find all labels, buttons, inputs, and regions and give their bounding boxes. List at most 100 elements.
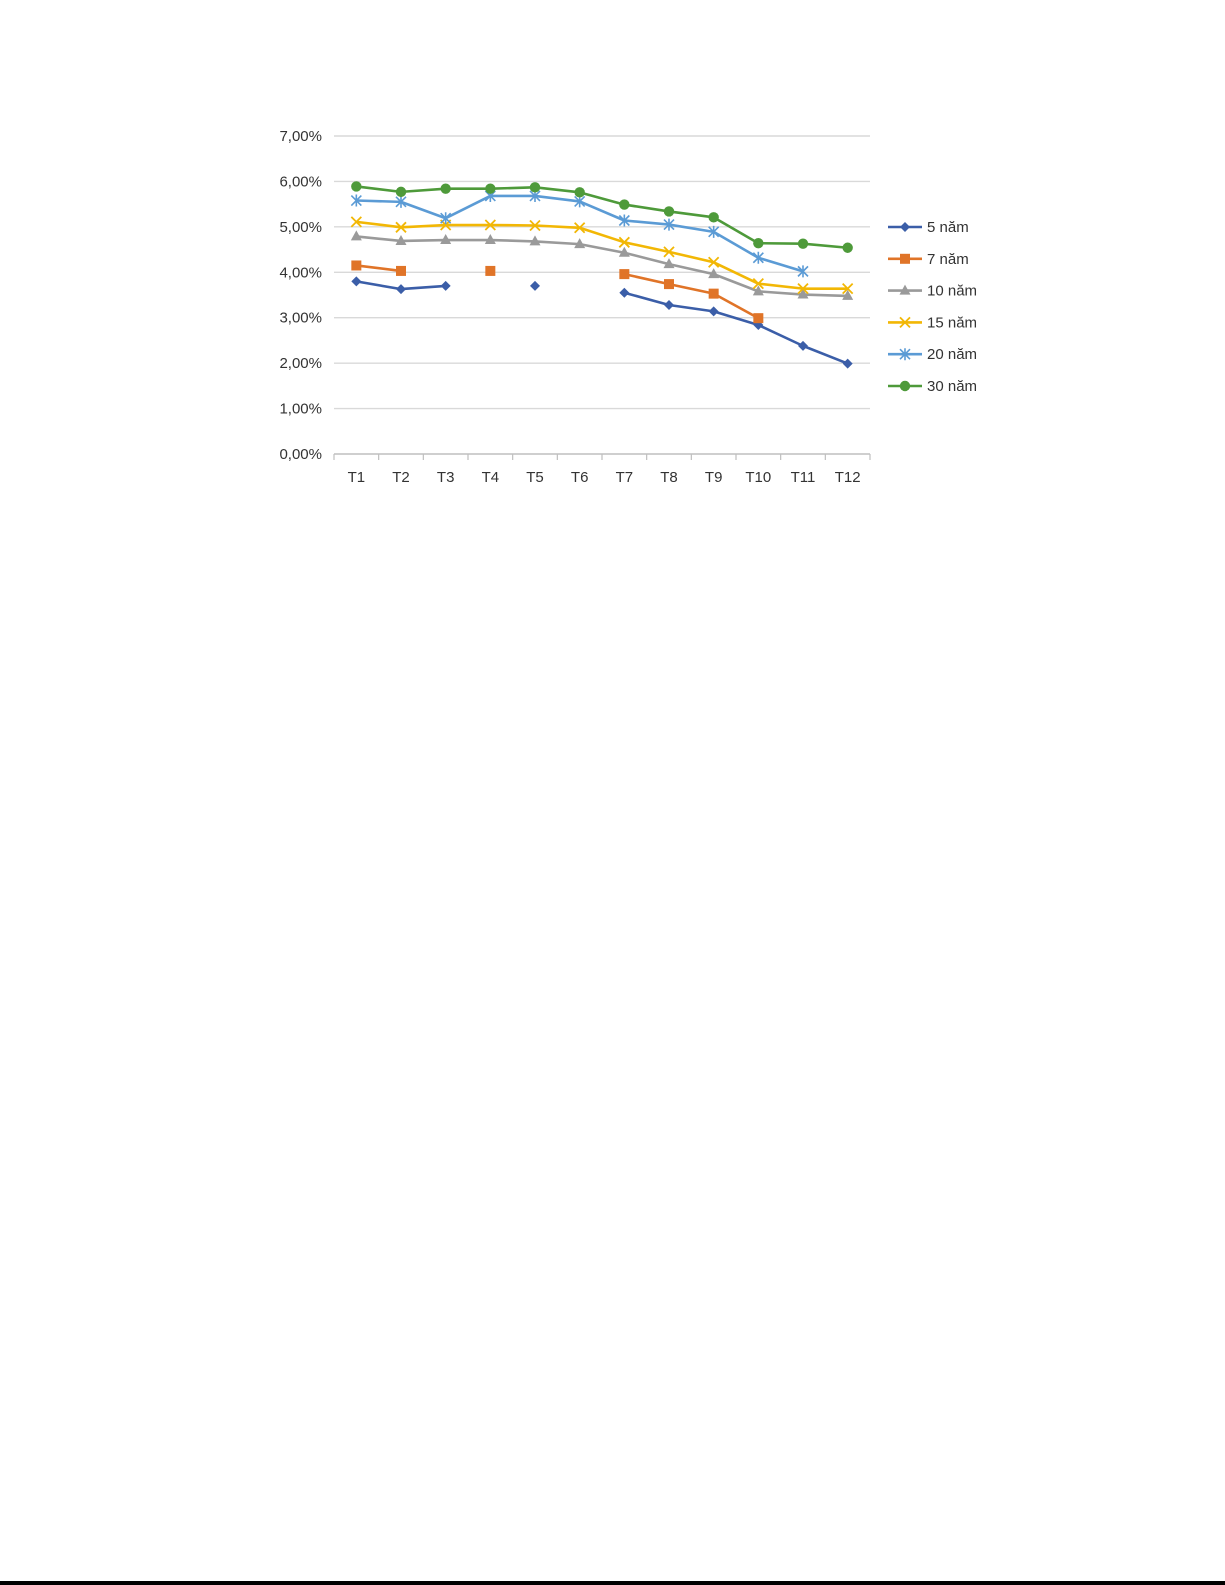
data-point [797,288,809,299]
series-line [356,185,848,250]
data-point [842,358,853,369]
series-line [623,291,849,365]
data-point [396,284,406,295]
legend-label: 20 năm [927,346,977,363]
series-line [356,264,402,273]
data-point [350,194,362,207]
legend-label: 10 năm [927,283,977,300]
data-point [440,280,451,291]
y-tick-label: 3,00% [279,310,322,327]
x-tick-label: T12 [835,469,861,486]
legend-swatch-marker [900,253,910,264]
data-point [752,278,764,290]
x-tick-label: T11 [791,469,816,486]
data-point [618,246,630,257]
data-point [708,268,720,279]
page-bottom-border [0,1581,1225,1585]
line-chart: 0,00% 1,00% 2,00% 3,00% 4,00% 5,00% 6,00% 7,00%… [272,112,998,494]
legend-swatch-marker [900,222,910,232]
data-point [708,212,719,223]
legend-label: 5 năm [927,219,969,236]
series-30-năm [351,181,853,253]
data-point [664,279,674,290]
data-point [663,218,675,231]
data-point [484,234,496,245]
data-point [752,251,764,264]
data-point [842,242,853,253]
data-point [529,235,541,246]
x-tick-label: T2 [392,469,410,486]
data-point [842,289,854,300]
legend-swatch-marker [899,284,911,295]
series-10-năm [350,230,854,300]
data-point [663,246,675,258]
series-15-năm [350,216,854,295]
legend-label: 15 năm [927,314,977,331]
data-point [574,222,586,234]
legend-swatch-marker [899,316,911,329]
x-tick-label: T6 [571,469,589,486]
data-point [440,234,452,245]
data-point [529,219,541,232]
data-point [619,269,630,280]
legend-label: 7 năm [927,251,969,268]
x-tick-label: T7 [616,469,634,486]
x-tick-label: T5 [526,469,544,486]
data-point [842,283,854,295]
data-point [708,306,719,317]
chart-canvas: 0,00% 1,00% 2,00% 3,00% 4,00% 5,00% 6,00% 7,00%… [279,128,977,486]
data-point [395,195,407,208]
data-point [663,258,675,269]
data-point [708,288,719,299]
data-point [440,212,452,225]
data-point [395,234,407,245]
y-tick-label: 6,00% [279,173,322,190]
data-point [618,236,630,248]
legend-label: 30 năm [927,378,977,395]
data-point [351,260,362,271]
x-tick-label: T10 [745,469,771,486]
data-point [664,299,674,310]
data-point [574,238,586,249]
legend-item: 10 năm [888,283,977,300]
data-point [529,182,541,193]
data-point [350,230,362,241]
y-tick-label: 7,00% [279,128,322,145]
data-point [752,285,764,296]
legend-swatch-marker [899,380,911,392]
data-point [485,265,496,276]
data-point [798,340,808,351]
data-point [395,221,407,233]
data-point [485,183,496,194]
data-point [619,287,630,298]
data-point [350,216,362,228]
y-tick-label: 5,00% [279,219,322,236]
y-tick-label: 0,00% [279,446,322,463]
data-point [708,256,720,268]
data-point [574,187,585,198]
data-point [753,313,764,324]
series-line [624,272,759,320]
series-7-năm [351,260,764,324]
x-tick-label: T8 [660,469,678,486]
data-point [440,183,451,194]
y-tick-label: 2,00% [279,355,322,372]
series-line [356,220,848,290]
legend-item: 15 năm [888,314,977,331]
x-tick-label: T1 [348,469,366,486]
y-tick-label: 4,00% [279,264,322,281]
data-point [396,265,406,276]
data-point [618,214,630,227]
grid-lines [334,135,870,410]
legend-item: 5 năm [888,219,969,236]
legend-item: 7 năm [888,251,969,268]
data-point [619,199,630,210]
data-point [797,283,809,295]
x-axis [333,453,871,460]
legend-item: 30 năm [888,378,977,395]
legend-swatch-marker [899,348,911,361]
series-5-năm [351,276,853,369]
series-group [350,181,854,369]
series-line [356,235,848,298]
